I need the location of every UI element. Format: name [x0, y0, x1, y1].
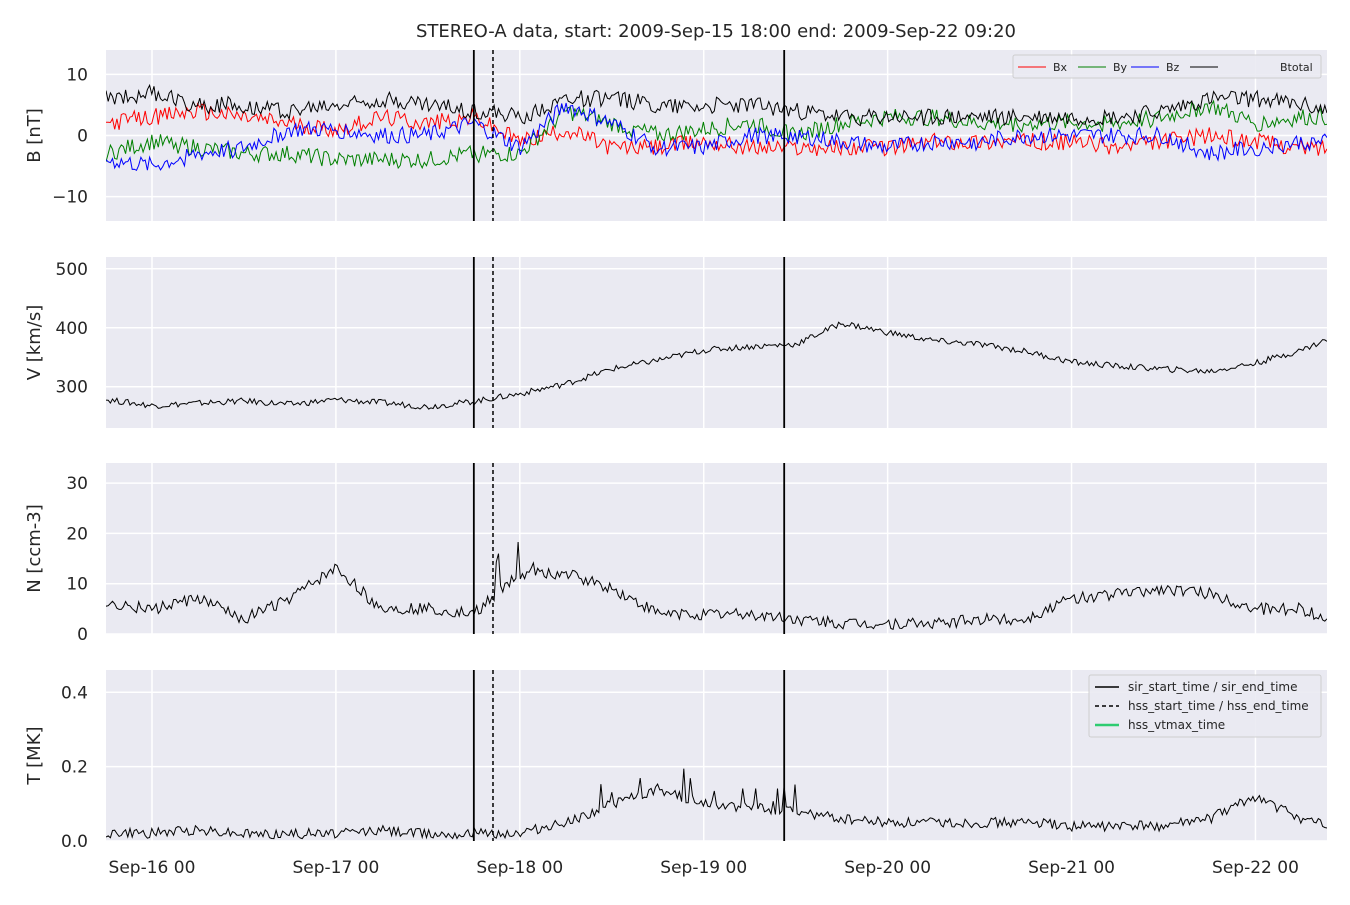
panel-velocity: 300 400 500 V [km/s]: [24, 257, 1327, 428]
y-tick-label: 0: [77, 625, 88, 645]
series-line-V: [106, 321, 1327, 410]
legend-box: [1088, 674, 1322, 738]
plot-area-density: [106, 463, 1327, 634]
x-tick-label: Sep-21 00: [1028, 858, 1115, 878]
legend-label-Bx: Bx: [1053, 61, 1068, 74]
panel-magnetic-field: −10 0 10 B [nT] Bx By Bz Btotal: [24, 50, 1327, 221]
legend-label-Bz: Bz: [1166, 61, 1180, 74]
series-line-Bx: [106, 102, 1327, 157]
y-tick-label: 0.0: [61, 832, 88, 852]
x-tick-label: Sep-20 00: [844, 858, 931, 878]
legend-label: hss_vtmax_time: [1128, 718, 1225, 732]
y-tick-label: 0.4: [61, 683, 88, 703]
legend-label: sir_start_time / sir_end_time: [1128, 680, 1298, 694]
panel-density: 0 10 20 30 N [ccm-3]: [24, 463, 1327, 645]
y-tick-label: 500: [56, 260, 88, 280]
legend-events: sir_start_time / sir_end_time hss_start_t…: [1088, 674, 1322, 738]
y-tick-label: 10: [66, 65, 88, 85]
x-tick-label: Sep-19 00: [660, 858, 747, 878]
y-axis-label: N [ccm-3]: [24, 504, 45, 593]
legend-label-By: By: [1113, 61, 1128, 74]
y-tick-label: 0.2: [61, 758, 88, 778]
legend-magnetic-field: Bx By Bz Btotal: [1012, 54, 1322, 79]
figure-title: STEREO-A data, start: 2009-Sep-15 18:00 …: [416, 21, 1016, 42]
plot-area-velocity: [106, 257, 1327, 428]
series-line-Bz: [106, 102, 1327, 171]
legend-label-Btotal: Btotal: [1280, 61, 1313, 74]
y-tick-label: 10: [66, 575, 88, 595]
legend-label: hss_start_time / hss_end_time: [1128, 699, 1309, 713]
y-tick-label: 300: [56, 378, 88, 398]
x-tick-label: Sep-18 00: [476, 858, 563, 878]
y-tick-label: −10: [52, 188, 88, 208]
legend-box: [1012, 54, 1322, 79]
x-tick-label: Sep-16 00: [109, 858, 196, 878]
x-tick-label: Sep-17 00: [292, 858, 379, 878]
panel-temperature: 0.0 0.2 0.4 T [MK] sir_start_time / sir_end_…: [24, 670, 1327, 852]
y-axis-label: V [km/s]: [24, 305, 45, 380]
y-tick-label: 0: [77, 127, 88, 147]
series-line-By: [106, 99, 1327, 170]
y-tick-label: 30: [66, 474, 88, 494]
y-tick-label: 20: [66, 524, 88, 544]
series-line-N: [106, 541, 1327, 630]
y-axis-label: T [MK]: [24, 726, 45, 785]
y-tick-label: 400: [56, 319, 88, 339]
y-axis-label: B [nT]: [24, 108, 45, 163]
series-line-Btotal: [106, 83, 1327, 127]
x-tick-label: Sep-22 00: [1212, 858, 1299, 878]
series-line-T: [106, 768, 1327, 840]
